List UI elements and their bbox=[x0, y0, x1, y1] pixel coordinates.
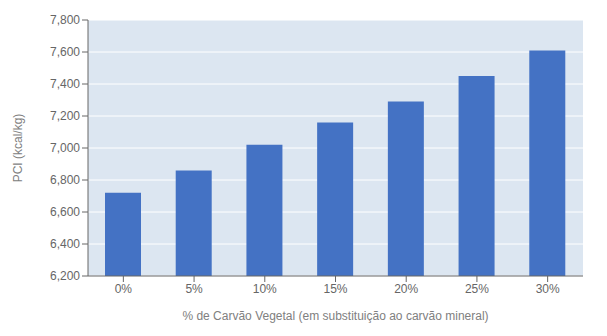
svg-text:15%: 15% bbox=[323, 282, 347, 296]
svg-text:7,800: 7,800 bbox=[50, 13, 80, 27]
svg-text:7,400: 7,400 bbox=[50, 77, 80, 91]
svg-text:10%: 10% bbox=[253, 282, 277, 296]
svg-text:PCI (kcal/kg): PCI (kcal/kg) bbox=[11, 114, 25, 183]
svg-text:% de Carvão Vegetal (em substi: % de Carvão Vegetal (em substituição ao … bbox=[182, 309, 488, 323]
svg-text:7,600: 7,600 bbox=[50, 45, 80, 59]
svg-text:25%: 25% bbox=[465, 282, 489, 296]
svg-text:7,000: 7,000 bbox=[50, 141, 80, 155]
svg-text:6,800: 6,800 bbox=[50, 173, 80, 187]
svg-text:6,600: 6,600 bbox=[50, 205, 80, 219]
svg-text:7,200: 7,200 bbox=[50, 109, 80, 123]
svg-text:6,400: 6,400 bbox=[50, 237, 80, 251]
svg-text:30%: 30% bbox=[536, 282, 560, 296]
svg-text:0%: 0% bbox=[115, 282, 133, 296]
svg-text:5%: 5% bbox=[185, 282, 203, 296]
svg-text:6,200: 6,200 bbox=[50, 269, 80, 283]
svg-text:20%: 20% bbox=[394, 282, 418, 296]
